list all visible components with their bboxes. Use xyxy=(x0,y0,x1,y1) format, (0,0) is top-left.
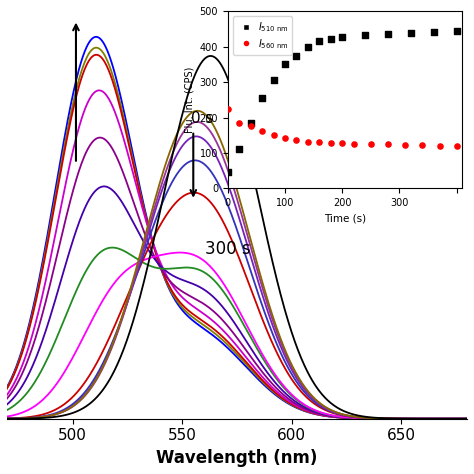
Text: 300 s: 300 s xyxy=(205,240,250,258)
X-axis label: Wavelength (nm): Wavelength (nm) xyxy=(156,449,318,467)
Text: 0 s: 0 s xyxy=(191,110,213,126)
